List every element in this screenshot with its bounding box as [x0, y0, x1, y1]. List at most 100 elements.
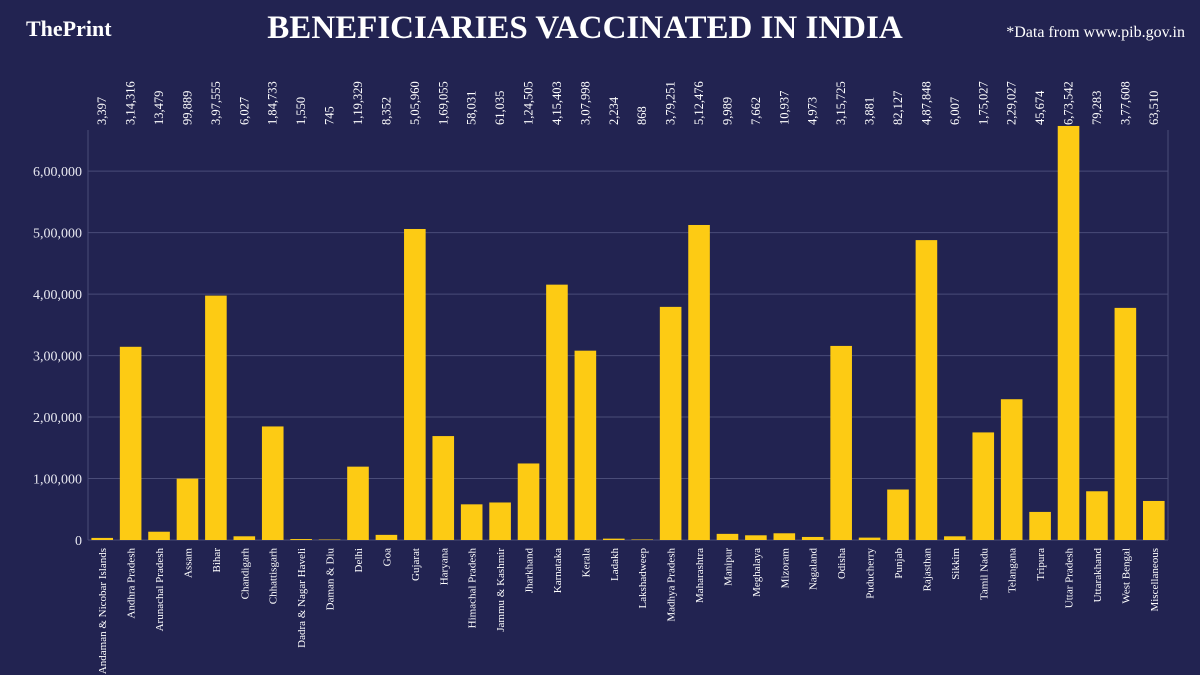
x-tick-label: Mizoram	[779, 548, 791, 589]
x-tick-label: Andaman & Nicobar Islands	[97, 548, 109, 674]
x-tick-label: Uttarakhand	[1092, 548, 1104, 603]
y-tick-label: 5,00,000	[33, 227, 82, 242]
value-label: 8,352	[379, 97, 393, 125]
x-tick-label: Uttar Pradesh	[1064, 548, 1076, 609]
bar	[91, 537, 114, 540]
bar	[119, 346, 142, 540]
x-tick-label: Tamil Nadu	[978, 548, 990, 601]
value-label: 6,027	[237, 97, 251, 125]
bar	[915, 240, 938, 541]
value-label: 1,550	[294, 97, 308, 125]
x-tick-label: Madhya Pradesh	[666, 548, 678, 622]
x-tick-label: Delhi	[353, 548, 365, 572]
bar	[432, 436, 455, 540]
x-tick-label: Punjab	[893, 548, 905, 579]
value-label: 58,031	[465, 91, 479, 125]
value-label: 3,14,316	[124, 81, 138, 125]
value-label: 2,234	[607, 96, 621, 125]
value-label: 3,77,608	[1118, 81, 1132, 125]
value-label: 79,283	[1090, 91, 1104, 125]
value-label: 868	[635, 106, 649, 125]
bar	[1029, 511, 1051, 540]
x-tick-label: Meghalaya	[751, 548, 763, 597]
value-label: 1,69,055	[436, 81, 450, 125]
bar	[659, 306, 682, 540]
bar	[1086, 491, 1108, 540]
bar	[1142, 500, 1165, 540]
x-tick-label: Haryana	[438, 548, 450, 585]
bar	[1000, 399, 1023, 540]
value-label: 1,84,733	[266, 81, 280, 125]
value-label: 3,79,251	[664, 81, 678, 125]
bar	[261, 426, 284, 540]
bar	[375, 534, 398, 540]
y-tick-label: 2,00,000	[33, 411, 82, 426]
bar	[830, 345, 852, 540]
x-tick-label: Odisha	[836, 548, 848, 579]
bar	[460, 504, 483, 540]
value-label: 10,937	[777, 91, 791, 125]
value-label: 13,479	[152, 91, 166, 125]
value-label: 5,05,960	[408, 81, 422, 125]
x-tick-label: Manipur	[722, 548, 734, 586]
x-tick-label: Karnataka	[552, 548, 564, 593]
bar	[176, 478, 199, 540]
x-tick-label: Chandigarh	[239, 548, 251, 600]
bar	[887, 489, 909, 540]
value-label: 4,973	[806, 97, 820, 125]
x-tick-label: Arunachal Pradesh	[154, 548, 166, 632]
value-label: 3,881	[863, 97, 877, 125]
bar	[688, 224, 710, 541]
x-tick-label: Jammu & Kashmir	[495, 548, 507, 632]
value-label: 4,87,848	[919, 81, 933, 125]
x-tick-label: Jharkhand	[524, 548, 536, 594]
x-tick-label: Nagaland	[808, 548, 820, 591]
value-label: 3,397	[95, 97, 109, 125]
x-tick-label: Chhattisgarh	[268, 548, 280, 605]
value-label: 7,662	[749, 97, 763, 125]
bar	[404, 228, 426, 541]
bar	[546, 284, 568, 540]
value-label: 63,510	[1147, 91, 1161, 125]
bar	[347, 466, 369, 540]
value-label: 1,75,027	[976, 81, 990, 125]
chart-title: BENEFICIARIES VACCINATED IN INDIA	[267, 10, 903, 46]
bar	[944, 536, 966, 540]
bar	[631, 539, 654, 540]
bar	[489, 502, 511, 540]
value-label: 45,674	[1033, 90, 1047, 125]
x-tick-label: Kerala	[580, 548, 592, 577]
x-tick-label: Lakshadweep	[637, 548, 649, 609]
x-tick-label: Ladakh	[609, 548, 621, 581]
bar	[745, 535, 767, 540]
value-label: 6,73,542	[1062, 81, 1076, 125]
x-tick-label: Puducherry	[865, 548, 877, 599]
bar	[290, 539, 312, 540]
bar	[773, 533, 796, 540]
value-label: 82,127	[891, 91, 905, 125]
x-tick-label: Telangana	[1007, 548, 1019, 593]
value-label: 745	[323, 106, 337, 125]
value-label: 1,19,329	[351, 81, 365, 125]
y-tick-label: 3,00,000	[33, 350, 82, 365]
x-tick-label: Assam	[182, 548, 194, 578]
value-label: 1,24,505	[522, 81, 536, 125]
value-label: 5,12,476	[692, 81, 706, 125]
value-label: 3,97,555	[209, 81, 223, 125]
value-label: 6,007	[948, 97, 962, 125]
bar	[858, 537, 881, 540]
x-tick-label: Daman & Diu	[325, 548, 337, 611]
value-label: 61,035	[493, 91, 507, 125]
x-tick-label: Goa	[381, 548, 393, 566]
x-tick-label: Sikkim	[950, 548, 962, 580]
bar	[233, 536, 256, 540]
value-label: 99,889	[180, 91, 194, 125]
bar	[602, 538, 625, 540]
bar	[1057, 125, 1080, 540]
value-label: 3,07,998	[578, 81, 592, 125]
value-label: 3,15,725	[834, 81, 848, 125]
bar	[716, 533, 739, 540]
value-label: 9,989	[720, 97, 734, 125]
